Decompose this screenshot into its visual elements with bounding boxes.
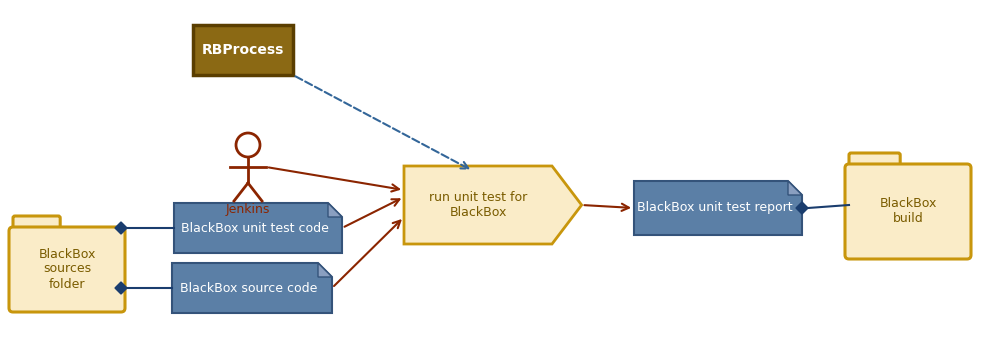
Polygon shape bbox=[788, 181, 802, 195]
Polygon shape bbox=[796, 202, 808, 214]
Polygon shape bbox=[115, 282, 127, 294]
Polygon shape bbox=[115, 222, 127, 234]
Text: run unit test for
BlackBox: run unit test for BlackBox bbox=[429, 191, 527, 219]
Text: BlackBox source code: BlackBox source code bbox=[180, 282, 318, 295]
Text: BlackBox unit test code: BlackBox unit test code bbox=[181, 222, 328, 235]
Polygon shape bbox=[172, 263, 332, 313]
FancyBboxPatch shape bbox=[9, 227, 125, 312]
Polygon shape bbox=[328, 203, 342, 217]
Text: BlackBox
sources
folder: BlackBox sources folder bbox=[38, 247, 95, 290]
FancyBboxPatch shape bbox=[849, 153, 900, 174]
Polygon shape bbox=[174, 203, 342, 253]
Text: BlackBox
build: BlackBox build bbox=[880, 197, 937, 225]
FancyBboxPatch shape bbox=[845, 164, 971, 259]
FancyBboxPatch shape bbox=[193, 25, 293, 75]
FancyBboxPatch shape bbox=[13, 216, 60, 237]
Text: Jenkins: Jenkins bbox=[226, 203, 270, 216]
Polygon shape bbox=[318, 263, 332, 277]
Polygon shape bbox=[634, 181, 802, 235]
Text: BlackBox unit test report: BlackBox unit test report bbox=[637, 201, 792, 215]
Text: RBProcess: RBProcess bbox=[202, 43, 284, 57]
Polygon shape bbox=[404, 166, 582, 244]
